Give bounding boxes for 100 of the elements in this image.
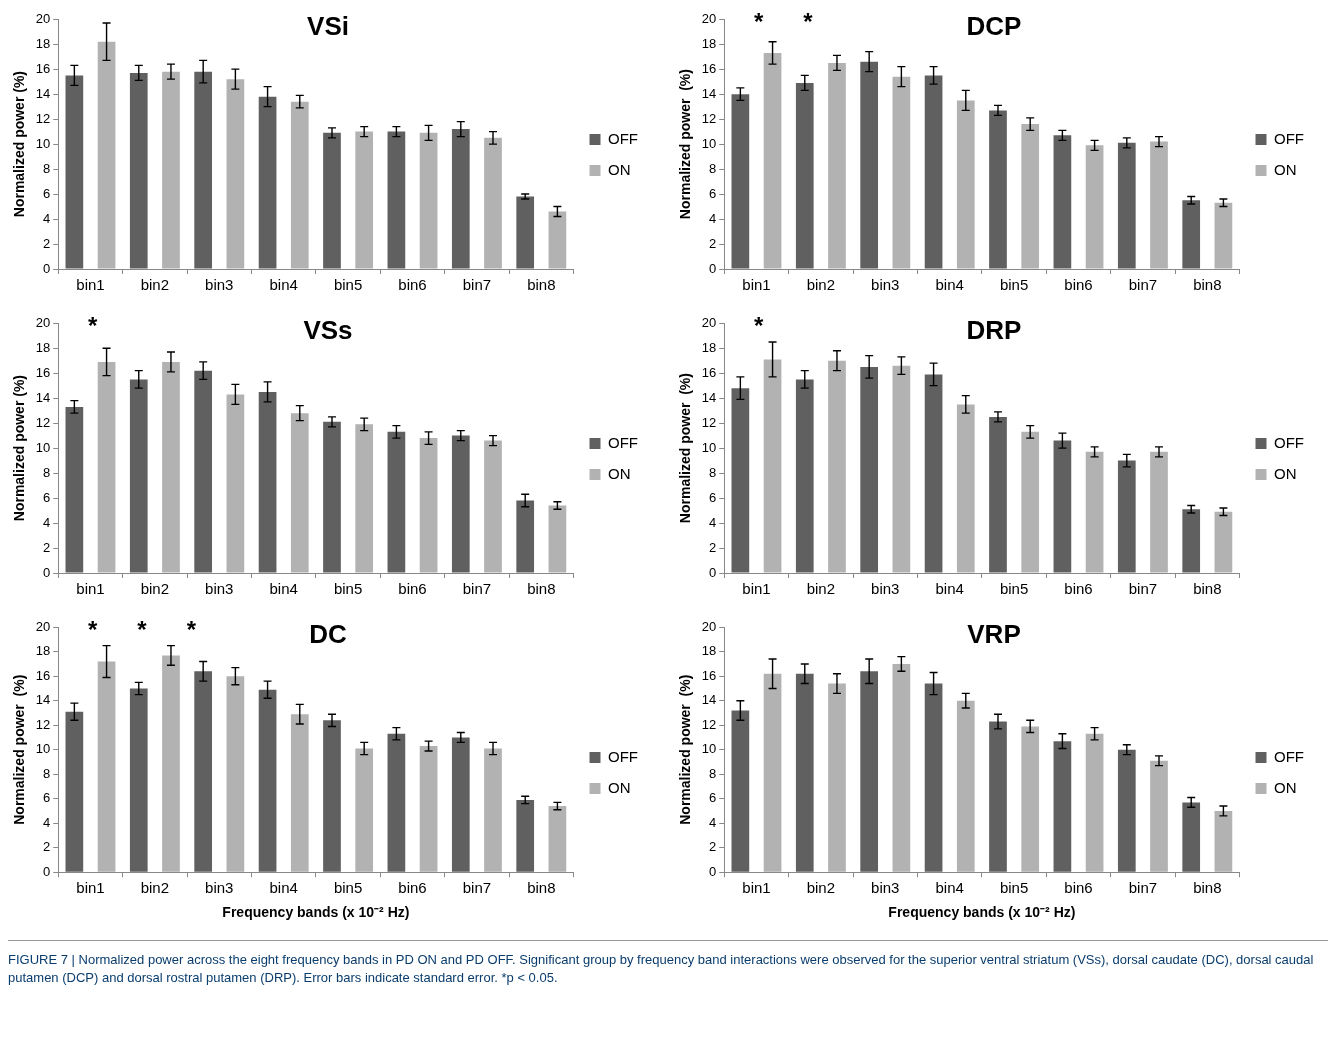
- bar: [1021, 124, 1040, 269]
- bar: [194, 71, 213, 269]
- y-axis-title: Normalized power (%): [11, 70, 28, 218]
- bar: [1182, 200, 1201, 269]
- x-tick-label: bin2: [806, 276, 836, 294]
- bar: [258, 391, 277, 573]
- bar: [387, 131, 406, 269]
- chart-title: VSs: [303, 314, 353, 345]
- legend-label: ON: [1274, 464, 1297, 482]
- x-tick-label: bin5: [999, 276, 1029, 294]
- x-tick-label: bin4: [935, 580, 964, 598]
- y-axis-title: Normalized power (%): [677, 69, 694, 220]
- bar: [795, 82, 814, 269]
- bar: [1150, 141, 1168, 269]
- x-tick-label: bin6: [398, 580, 427, 598]
- y-tick-label: 10: [35, 135, 51, 151]
- bar: [548, 505, 567, 573]
- y-tick-label: 10: [35, 439, 51, 455]
- bar: [828, 62, 846, 269]
- x-tick-label: bin2: [806, 580, 836, 598]
- bar: [129, 688, 148, 872]
- bar: [129, 379, 148, 573]
- bar: [924, 75, 943, 269]
- bar: [828, 683, 846, 872]
- y-tick-label: 8: [709, 160, 717, 176]
- x-tick-label: bin6: [398, 276, 427, 294]
- y-tick-label: 10: [35, 741, 51, 757]
- bar: [1117, 749, 1136, 872]
- bar: [451, 435, 470, 573]
- x-axis-title: Frequency bands (x 10⁻² Hz): [888, 904, 1076, 921]
- bar: [516, 500, 535, 573]
- y-tick-label: 4: [43, 814, 51, 830]
- x-tick-label: bin7: [462, 879, 492, 897]
- bar: [548, 806, 567, 872]
- legend-label: OFF: [608, 129, 639, 147]
- bar: [828, 360, 846, 573]
- x-tick-label: bin3: [205, 580, 234, 598]
- x-tick-label: bin1: [76, 276, 105, 294]
- legend-label: ON: [1274, 778, 1297, 796]
- bar: [323, 132, 341, 269]
- legend-label: ON: [608, 778, 631, 796]
- legend-label: OFF: [1274, 747, 1305, 765]
- x-tick-label: bin2: [140, 276, 170, 294]
- y-tick-label: 10: [701, 439, 717, 455]
- bar: [989, 416, 1007, 573]
- x-tick-label: bin7: [1128, 879, 1158, 897]
- annotation: *: [803, 8, 813, 36]
- chart-title: VSi: [307, 10, 349, 41]
- x-tick-label: bin3: [871, 580, 900, 598]
- bar: [731, 710, 750, 872]
- x-tick-label: bin4: [269, 580, 298, 598]
- legend-label: ON: [1274, 160, 1297, 178]
- y-tick-label: 16: [35, 667, 51, 683]
- y-tick-label: 6: [43, 790, 51, 806]
- y-tick-label: 0: [43, 260, 51, 276]
- x-tick-label: bin1: [742, 879, 771, 897]
- x-tick-label: bin3: [205, 879, 234, 897]
- bar: [548, 211, 567, 269]
- y-tick-label: 12: [701, 110, 717, 126]
- y-tick-label: 0: [709, 564, 717, 580]
- bar: [1214, 202, 1233, 269]
- y-tick-label: 18: [35, 339, 51, 355]
- y-tick-label: 14: [35, 389, 51, 405]
- y-tick-label: 6: [709, 790, 717, 806]
- bar: [516, 799, 535, 872]
- y-tick-label: 14: [701, 389, 717, 405]
- y-tick-label: 16: [701, 60, 717, 76]
- y-tick-label: 4: [709, 814, 717, 830]
- bar: [892, 365, 911, 573]
- bar: [97, 661, 116, 872]
- y-tick-label: 10: [701, 741, 717, 757]
- bar: [860, 671, 879, 872]
- y-tick-label: 8: [43, 464, 51, 480]
- bar: [419, 438, 438, 573]
- y-tick-label: 8: [709, 464, 717, 480]
- bar: [129, 72, 148, 269]
- bar: [290, 101, 309, 269]
- y-tick-label: 8: [43, 160, 51, 176]
- y-axis-title: Normalized power (%): [11, 674, 28, 825]
- chart-title: DRP: [966, 314, 1022, 345]
- x-tick-label: bin4: [269, 276, 298, 294]
- chart-title: VRP: [967, 618, 1021, 649]
- x-tick-label: bin6: [1064, 276, 1093, 294]
- y-tick-label: 4: [709, 210, 717, 226]
- y-tick-label: 12: [701, 414, 717, 430]
- annotation: *: [754, 8, 764, 36]
- y-tick-label: 14: [701, 692, 717, 708]
- y-tick-label: 6: [43, 489, 51, 505]
- bar: [484, 440, 502, 573]
- x-tick-label: bin8: [1193, 879, 1222, 897]
- x-tick-label: bin7: [1128, 580, 1158, 598]
- y-tick-label: 16: [701, 364, 717, 380]
- bar: [162, 361, 180, 573]
- y-tick-label: 18: [701, 643, 717, 659]
- legend-label: OFF: [1274, 433, 1305, 451]
- bar: [65, 406, 84, 573]
- annotation: *: [137, 616, 147, 644]
- x-tick-label: bin7: [462, 276, 492, 294]
- bar: [97, 41, 116, 269]
- y-tick-label: 8: [709, 765, 717, 781]
